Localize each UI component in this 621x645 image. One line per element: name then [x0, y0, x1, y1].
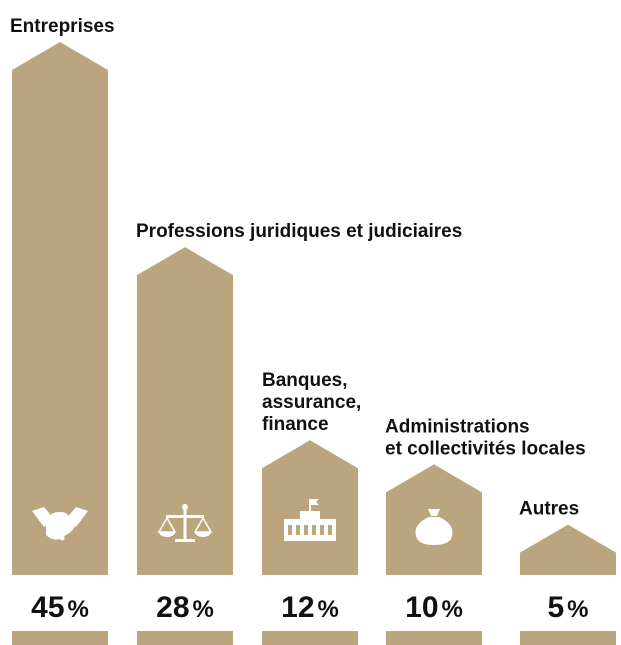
category-label: finance: [262, 414, 329, 435]
category-label: et collectivités locales: [385, 438, 586, 459]
bar-base-strip: [262, 631, 358, 645]
value-label: 5%: [547, 591, 588, 624]
value-label: 12%: [281, 591, 339, 624]
value-label: 45%: [31, 591, 89, 624]
bar: [137, 247, 233, 575]
category-label: Professions juridiques et judiciaires: [136, 221, 462, 242]
bar-group: 12 % Banques,assurance,finance: [262, 370, 361, 645]
category-label: assurance,: [262, 392, 361, 413]
bar-base-strip: [386, 631, 482, 645]
bar: [12, 42, 108, 575]
category-label: Autres: [519, 499, 579, 520]
bar-group: 28 % Professions juridiques et judiciaires: [136, 221, 462, 645]
bar: [520, 524, 616, 575]
value-label: 10%: [405, 591, 463, 624]
bar-base-strip: [520, 631, 616, 645]
bar-base-strip: [137, 631, 233, 645]
bar-group: 45 % Entreprises: [10, 16, 115, 645]
bank-building-icon: [284, 499, 336, 541]
money-bag-icon: [415, 509, 453, 545]
value-label: 28%: [156, 591, 214, 624]
handshake-icon: [32, 507, 88, 541]
category-label: Banques,: [262, 370, 348, 391]
category-label: Entreprises: [10, 16, 115, 37]
bar-base-strip: [12, 631, 108, 645]
bar-group: 5 % Autres: [519, 499, 616, 645]
category-label: Administrations: [385, 416, 530, 437]
scales-of-justice-icon: [157, 504, 213, 542]
